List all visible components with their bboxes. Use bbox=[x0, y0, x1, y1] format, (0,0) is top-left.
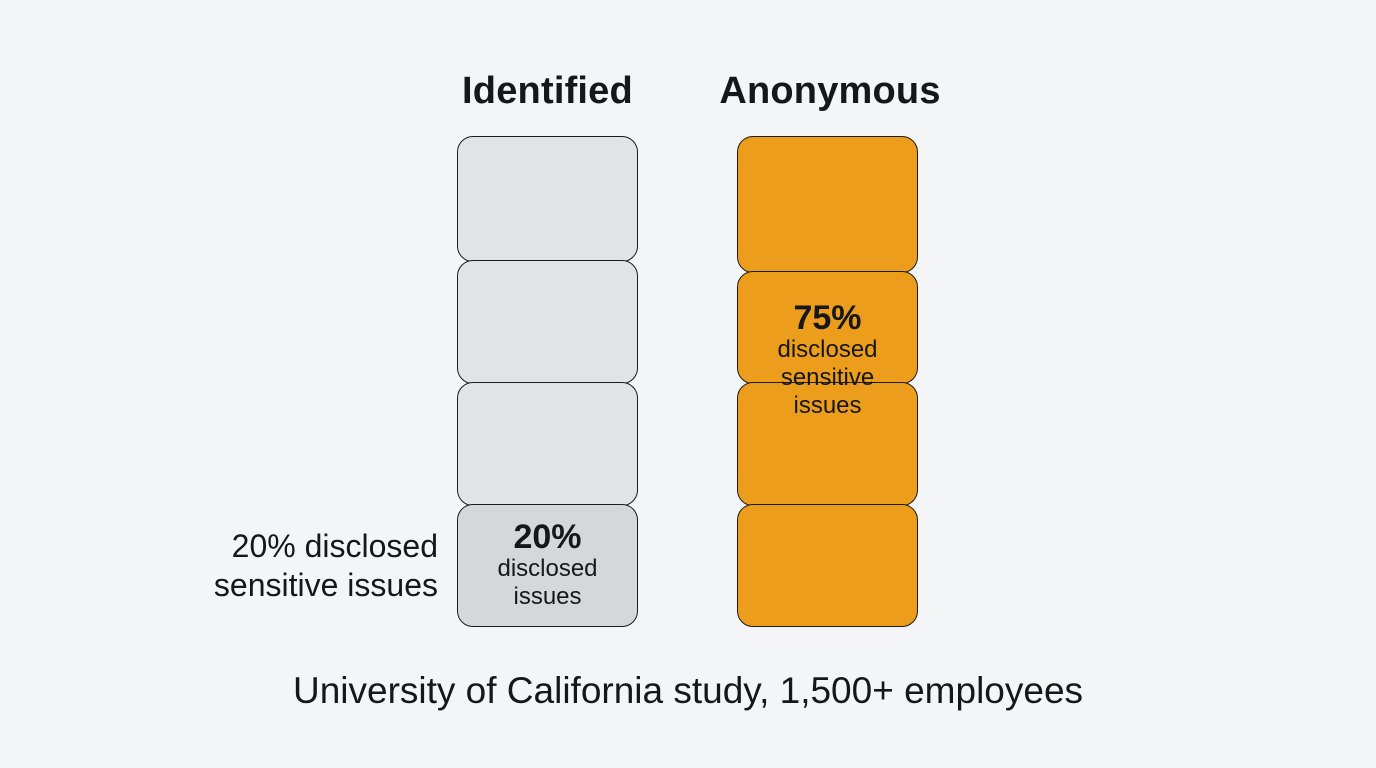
anonymous-bar: 75% disclosed sensitive issues bbox=[737, 136, 918, 627]
anonymous-pct: 75% bbox=[793, 299, 862, 337]
anonymous-value-label: 75% disclosed sensitive issues bbox=[737, 300, 918, 420]
anonymous-segment-1 bbox=[737, 136, 918, 273]
chart-caption: University of California study, 1,500+ e… bbox=[292, 670, 1084, 711]
anonymous-sub-2: sensitive bbox=[780, 364, 875, 391]
anonymous-sub-1: disclosed bbox=[777, 336, 878, 363]
identified-segment-3 bbox=[457, 382, 638, 506]
anonymous-segment-3 bbox=[737, 382, 918, 506]
anonymous-segment-2 bbox=[737, 271, 918, 384]
identified-segment-1 bbox=[457, 136, 638, 262]
anonymous-segment-4 bbox=[737, 504, 918, 627]
annotation-line-1: 20% disclosed bbox=[231, 528, 438, 564]
identified-sub-1: disclosed bbox=[497, 555, 598, 582]
identified-sub-2: issues bbox=[513, 583, 582, 610]
identified-pct: 20% bbox=[513, 518, 582, 556]
identified-segment-2 bbox=[457, 260, 638, 384]
identified-annotation: 20% disclosed sensitive issues bbox=[214, 527, 438, 605]
anonymous-sub-3: issues bbox=[793, 392, 862, 419]
anonymous-title: Anonymous bbox=[719, 70, 941, 112]
identified-segment-filled: 20% disclosed issues bbox=[457, 504, 638, 627]
identified-bar: 20% disclosed issues bbox=[457, 136, 638, 627]
identified-title: Identified bbox=[462, 70, 633, 112]
identified-value-label: 20% disclosed issues bbox=[458, 519, 637, 611]
annotation-line-2: sensitive issues bbox=[213, 567, 438, 603]
